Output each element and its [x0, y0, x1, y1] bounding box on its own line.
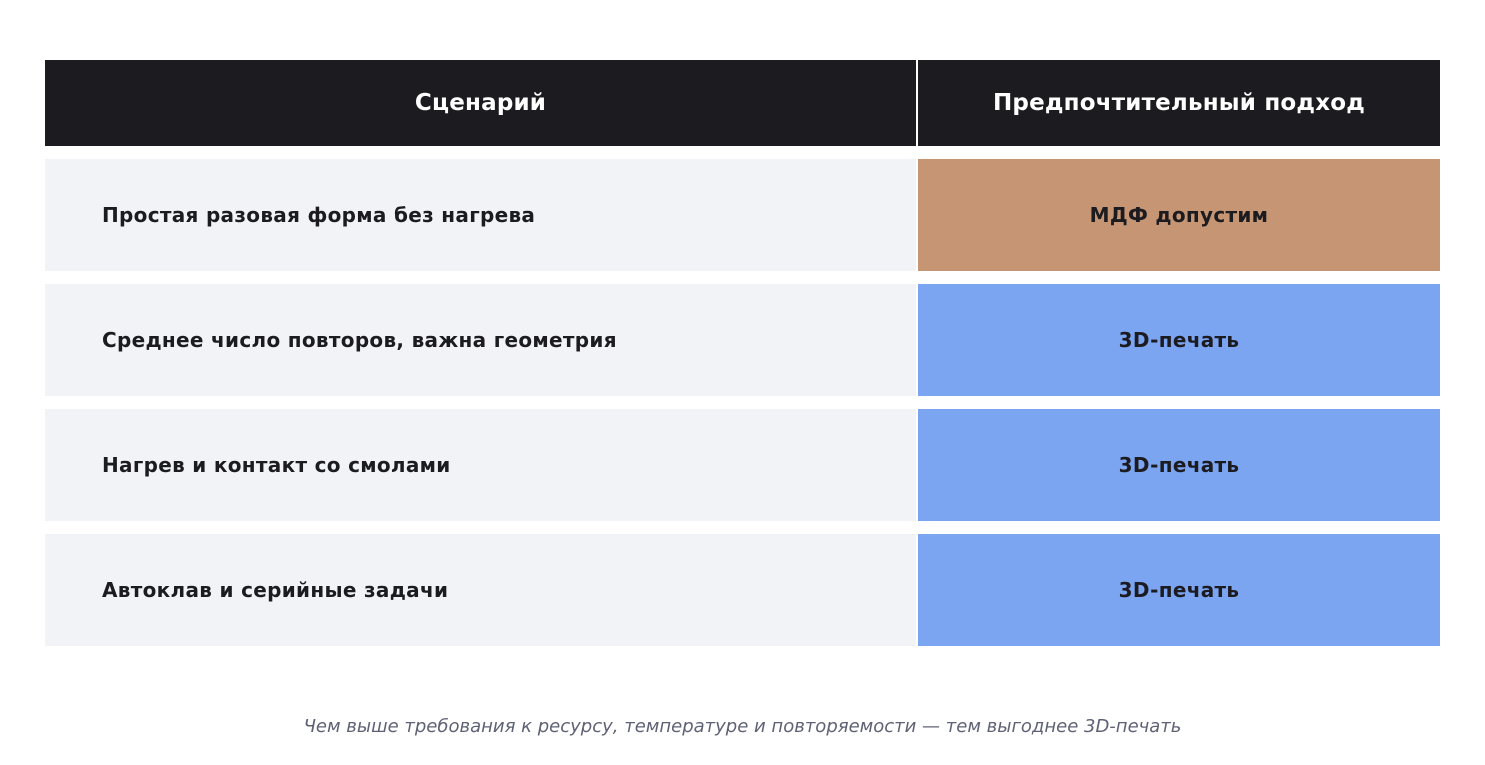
scenario-cell: Среднее число повторов, важна геометрия — [45, 284, 916, 396]
scenario-cell: Простая разовая форма без нагрева — [45, 159, 916, 271]
table-row: Автоклав и серийные задачи 3D-печать — [45, 534, 1440, 646]
comparison-table: Сценарий Предпочтительный подход Простая… — [45, 60, 1440, 646]
table-header: Сценарий Предпочтительный подход — [45, 60, 1440, 146]
header-approach: Предпочтительный подход — [918, 60, 1440, 146]
table-row: Среднее число повторов, важна геометрия … — [45, 284, 1440, 396]
approach-cell: 3D-печать — [918, 534, 1440, 646]
table-row: Простая разовая форма без нагрева МДФ до… — [45, 159, 1440, 271]
scenario-cell: Нагрев и контакт со смолами — [45, 409, 916, 521]
table-caption: Чем выше требования к ресурсу, температу… — [303, 716, 1182, 737]
scenario-cell: Автоклав и серийные задачи — [45, 534, 916, 646]
approach-cell: 3D-печать — [918, 284, 1440, 396]
table-row: Нагрев и контакт со смолами 3D-печать — [45, 409, 1440, 521]
header-scenario: Сценарий — [45, 60, 916, 146]
approach-cell: 3D-печать — [918, 409, 1440, 521]
approach-cell: МДФ допустим — [918, 159, 1440, 271]
